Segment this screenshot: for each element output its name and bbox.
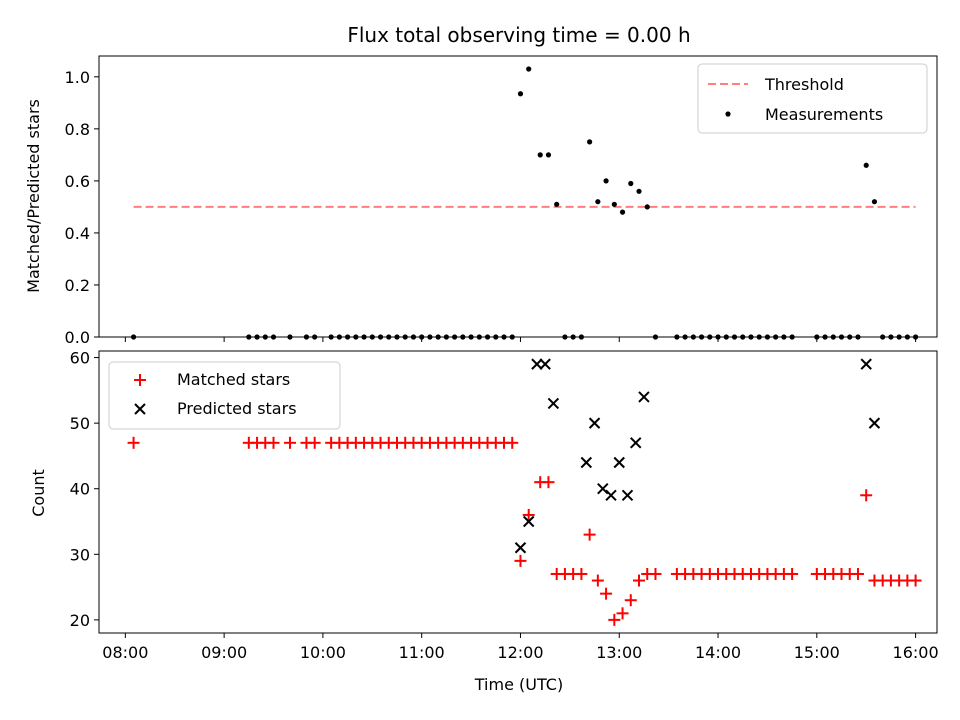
ratio-panel: 0.0 0.2 0.4 0.6 0.8 1.0 Matched/Predicted sta… — [24, 55, 938, 347]
predicted-star-point — [522, 515, 535, 528]
predicted-star-point — [514, 542, 527, 554]
matched-star-point — [506, 436, 519, 449]
ratio-y-axis-label: Matched/Predicted stars — [24, 99, 43, 293]
matched-star-point — [608, 613, 621, 626]
matched-star-point — [860, 489, 873, 502]
count-x-tick-label: 13:00 — [596, 643, 642, 662]
count-x-tick-label: 10:00 — [300, 643, 346, 662]
matched-star-point — [633, 574, 646, 587]
count-y-tick-label: 40 — [70, 480, 90, 499]
matched-legend-swatch — [134, 374, 146, 386]
predicted-star-point — [531, 358, 543, 370]
count-legend: Matched stars Predicted stars — [108, 361, 341, 430]
matched-star-point — [127, 436, 140, 449]
measurement-point — [587, 139, 593, 145]
matched-star-point — [542, 476, 555, 489]
count-y-axis-label: Count — [29, 469, 48, 517]
count-x-tick-label: 12:00 — [497, 643, 543, 662]
ratio-y-tick-label: 0.6 — [65, 172, 90, 191]
matched-star-points — [127, 436, 922, 626]
predicted-legend-label: Predicted stars — [177, 399, 297, 418]
ratio-y-tick-label: 0.8 — [65, 120, 90, 139]
count-y-tick-label: 30 — [70, 545, 90, 564]
matched-star-point — [267, 436, 280, 449]
matched-star-point — [786, 567, 799, 580]
ratio-y-ticks: 0.0 0.2 0.4 0.6 0.8 1.0 — [65, 68, 99, 347]
count-y-tick-label: 20 — [70, 611, 90, 630]
matched-star-point — [616, 607, 629, 620]
count-panel: 20 30 40 50 60 08:00 09:00 10:00 11:00 12:00 13:0… — [29, 349, 939, 694]
predicted-star-point — [547, 397, 560, 410]
predicted-star-point — [605, 489, 617, 501]
predicted-star-point — [597, 483, 609, 495]
count-x-tick-label: 15:00 — [794, 643, 840, 662]
predicted-star-point — [613, 456, 625, 469]
predicted-star-point — [638, 391, 650, 403]
count-x-axis-label: Time (UTC) — [474, 675, 563, 694]
count-x-tick-label: 14:00 — [695, 643, 741, 662]
ratio-y-tick-label: 1.0 — [65, 68, 90, 87]
matched-star-point — [600, 587, 613, 600]
measurement-point — [628, 180, 634, 187]
measurement-point — [554, 201, 560, 207]
matched-star-point — [909, 574, 922, 587]
matched-star-point — [583, 528, 596, 541]
ratio-y-tick-label: 0.0 — [65, 328, 90, 347]
count-legend-frame — [108, 361, 341, 430]
measurement-point — [644, 204, 650, 210]
predicted-star-points — [514, 358, 881, 554]
measurements-legend-swatch — [725, 111, 731, 117]
count-panel-frame — [98, 350, 938, 634]
predicted-legend-swatch — [134, 403, 146, 415]
predicted-star-point — [539, 358, 551, 370]
measurement-point — [595, 199, 601, 205]
matched-star-point — [851, 567, 864, 580]
count-y-ticks: 20 30 40 50 60 — [70, 349, 99, 630]
measurement-point — [545, 152, 552, 158]
measurement-point — [526, 66, 532, 72]
ratio-y-tick-label: 0.4 — [65, 224, 90, 243]
count-y-tick-label: 60 — [70, 349, 90, 368]
measurement-point — [871, 199, 878, 205]
measurements-legend-label: Measurements — [765, 105, 883, 124]
measurement-point — [611, 201, 617, 207]
count-x-tick-label: 16:00 — [893, 643, 939, 662]
count-x-ticks: 08:00 09:00 10:00 11:00 12:00 13:00 14:00 15:00… — [102, 633, 939, 662]
predicted-star-point — [868, 417, 881, 429]
measurement-point — [619, 209, 626, 215]
measurement-point — [636, 188, 642, 194]
predicted-star-point — [630, 437, 642, 449]
predicted-star-point — [621, 489, 634, 501]
measurement-point — [863, 162, 869, 168]
predicted-star-point — [580, 456, 593, 469]
matched-star-point — [308, 436, 321, 449]
measurement-point — [537, 152, 543, 158]
count-x-tick-label: 11:00 — [399, 643, 445, 662]
matched-star-point — [649, 567, 662, 580]
count-x-tick-label: 08:00 — [102, 643, 148, 662]
matched-star-point — [514, 554, 527, 567]
measurement-point — [517, 91, 524, 97]
ratio-panel-frame — [98, 55, 938, 338]
ratio-y-tick-label: 0.2 — [65, 276, 90, 295]
matched-star-point — [624, 594, 637, 607]
ratio-legend: Threshold Measurements — [697, 63, 928, 134]
matched-star-point — [522, 508, 535, 521]
measurement-point — [603, 178, 609, 184]
predicted-star-point — [588, 417, 601, 429]
ratio-x-ticks — [124, 337, 917, 342]
matched-legend-label: Matched stars — [177, 370, 290, 389]
count-y-tick-label: 50 — [70, 414, 90, 433]
threshold-legend-label: Threshold — [764, 75, 844, 94]
predicted-star-point — [860, 358, 872, 370]
matched-star-point — [575, 567, 588, 580]
chart-title: Flux total observing time = 0.00 h — [347, 23, 690, 47]
ratio-legend-frame — [697, 63, 928, 134]
matched-star-point — [283, 436, 296, 449]
count-x-tick-label: 09:00 — [201, 643, 247, 662]
matched-star-point — [591, 574, 604, 587]
